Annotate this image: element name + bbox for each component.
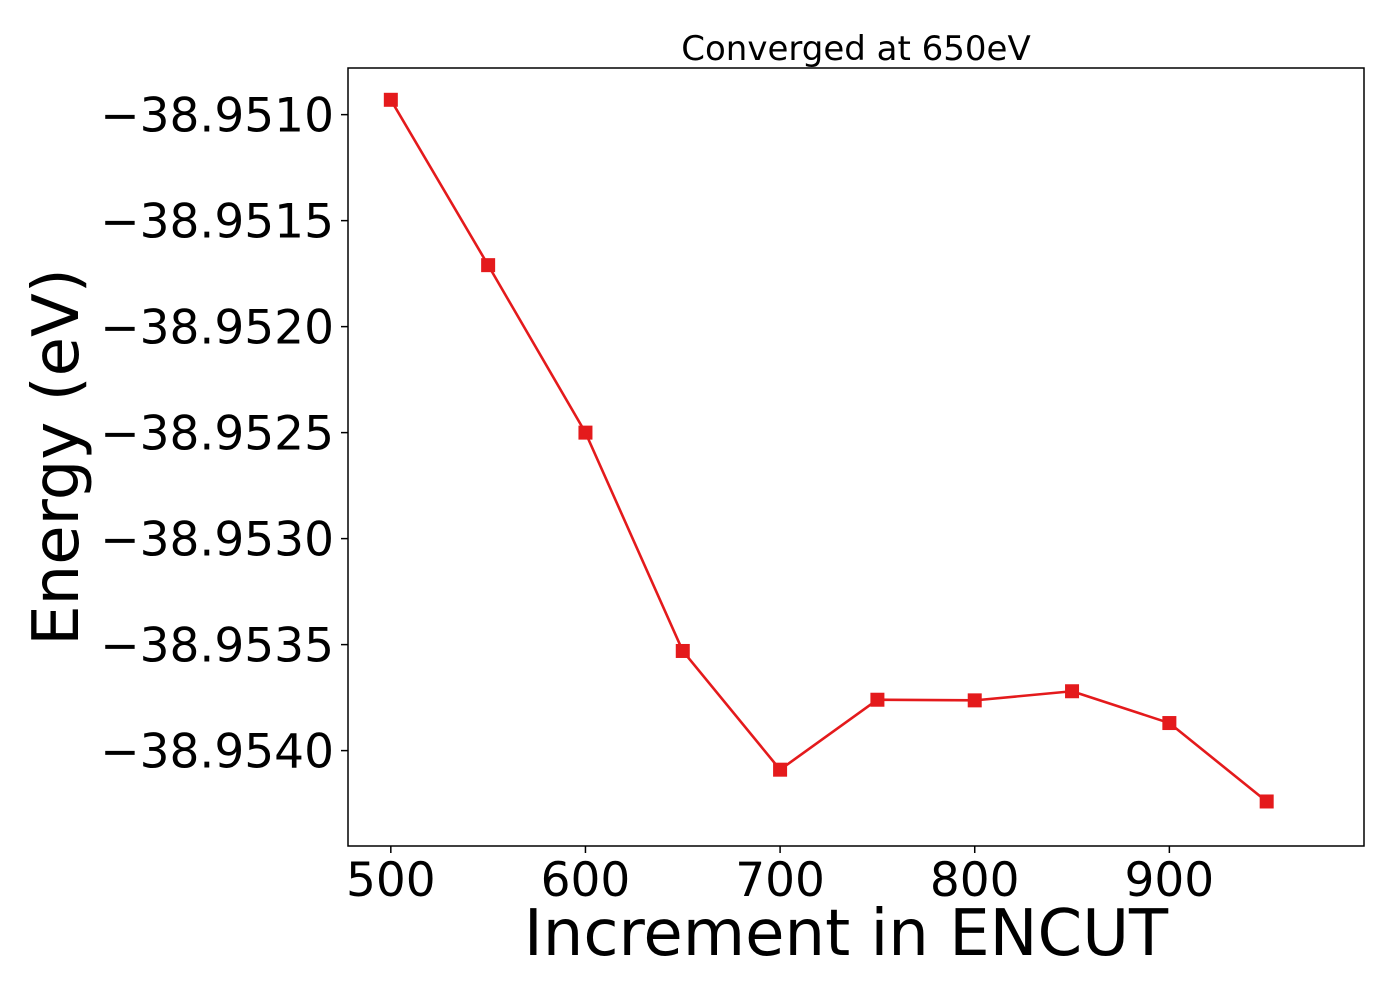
series-line (389, 99, 1268, 803)
data-point (967, 693, 982, 708)
y-tick-label: −38.9535 (100, 619, 334, 674)
data-point (1259, 794, 1274, 809)
x-tick-label: 800 (930, 853, 1020, 908)
data-point (675, 643, 690, 658)
y-tick-label: −38.9520 (100, 301, 334, 356)
data-point (578, 425, 593, 440)
y-axis-label: Energy (eV) (20, 268, 94, 646)
data-point (481, 258, 496, 273)
y-axis-ticks: −38.9510 −38.9515 −38.9520 −38.9525 −38.9530… (100, 89, 348, 780)
y-tick-label: −38.9540 (100, 725, 334, 780)
x-axis-label: Increment in ENCUT (524, 897, 1169, 971)
data-point (383, 92, 398, 107)
y-tick-label: −38.9510 (100, 89, 334, 144)
data-point (1065, 684, 1080, 699)
chart-title: Converged at 650eV (681, 29, 1030, 69)
y-tick-label: −38.9525 (100, 407, 334, 462)
series-layer (383, 92, 1274, 809)
data-point (1162, 716, 1177, 731)
x-tick-label: 900 (1125, 853, 1215, 908)
data-point (870, 692, 885, 707)
x-tick-label: 700 (735, 853, 825, 908)
x-tick-label: 600 (541, 853, 631, 908)
x-tick-label: 500 (346, 853, 436, 908)
data-point (773, 762, 788, 777)
x-axis-ticks: 500 600 700 800 900 (346, 846, 1214, 908)
y-tick-label: −38.9515 (100, 195, 334, 250)
y-tick-label: −38.9530 (100, 513, 334, 568)
plot-frame (347, 67, 1365, 847)
